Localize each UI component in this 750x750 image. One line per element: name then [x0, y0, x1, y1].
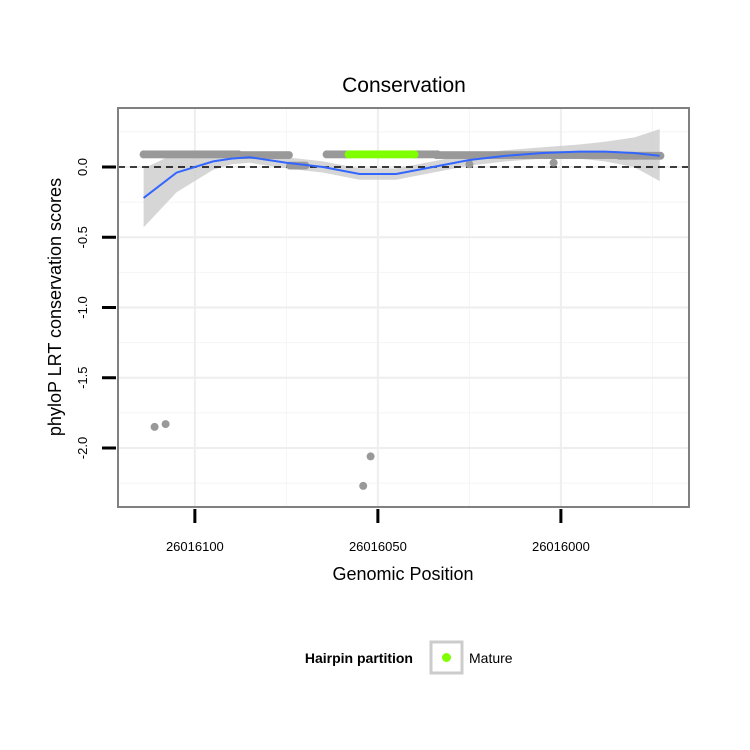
y-tick-label: -2.0 — [75, 437, 90, 459]
data-point — [284, 151, 293, 160]
y-tick-label: -0.5 — [75, 226, 90, 248]
smooth-line-layer — [142, 150, 660, 199]
y-tick-label: -1.5 — [75, 366, 90, 388]
legend-key-mature-dot — [442, 653, 451, 662]
plot-border — [117, 107, 690, 508]
legend-label-mature: Mature — [469, 650, 513, 666]
x-tick-label: 26016000 — [532, 539, 590, 554]
data-point — [161, 420, 170, 429]
data-point-mature — [410, 150, 419, 159]
chart-title: Conservation — [342, 74, 466, 97]
data-point — [359, 481, 368, 490]
data-point — [549, 158, 558, 167]
x-axis-ticks: 26016100 26016050 26016000 — [166, 509, 590, 554]
smooth-trend-line — [142, 150, 660, 199]
x-tick-label: 26016100 — [166, 539, 224, 554]
y-axis-ticks: 0.0 -0.5 -1.0 -1.5 -2.0 — [75, 158, 116, 459]
plot-area — [117, 107, 690, 508]
y-axis-title: phyloP LRT conservation scores — [45, 178, 65, 436]
data-point — [465, 160, 474, 169]
data-point — [656, 151, 665, 160]
legend-title: Hairpin partition — [305, 650, 413, 666]
y-tick-label: -1.0 — [75, 296, 90, 318]
data-point — [366, 452, 375, 461]
x-tick-label: 26016050 — [349, 539, 407, 554]
x-axis-title: Genomic Position — [332, 564, 473, 584]
y-tick-label: 0.0 — [75, 158, 90, 176]
data-point — [150, 422, 159, 431]
legend: Hairpin partition Mature — [305, 640, 513, 675]
